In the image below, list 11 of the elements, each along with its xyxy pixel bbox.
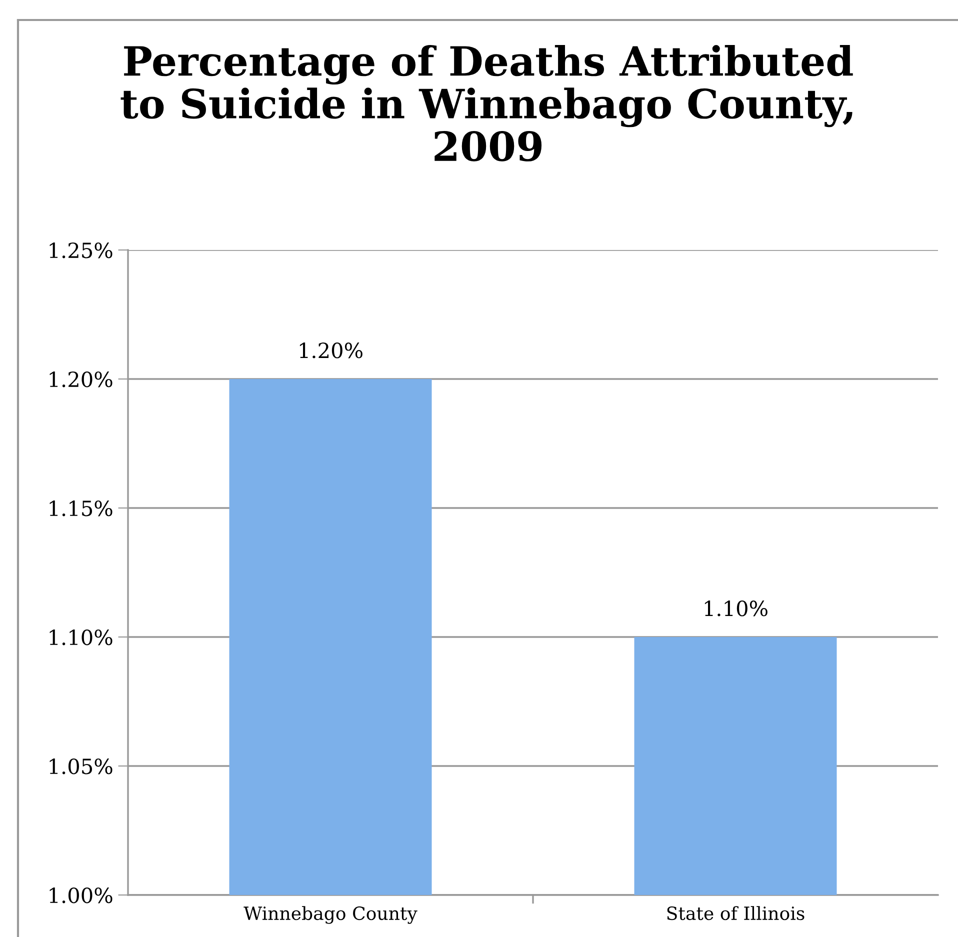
chart-title: Percentage of Deaths Attributed to Suicide in Winnebago County, 2009 [120,45,853,162]
x-tick-label: State of Illinois [667,906,804,920]
y-tick-label: 1.20% [50,371,112,388]
data-label: 1.10% [704,600,768,616]
y-tick-label: 1.15% [50,500,112,516]
data-label: 1.20% [300,342,362,358]
x-tick-label: Winnebago County [244,906,418,924]
y-tick-label: 1.25% [50,242,112,258]
y-tick-label: 1.00% [50,887,112,904]
y-tick-label: 1.10% [50,629,112,646]
y-tick-label: 1.05% [50,758,112,774]
